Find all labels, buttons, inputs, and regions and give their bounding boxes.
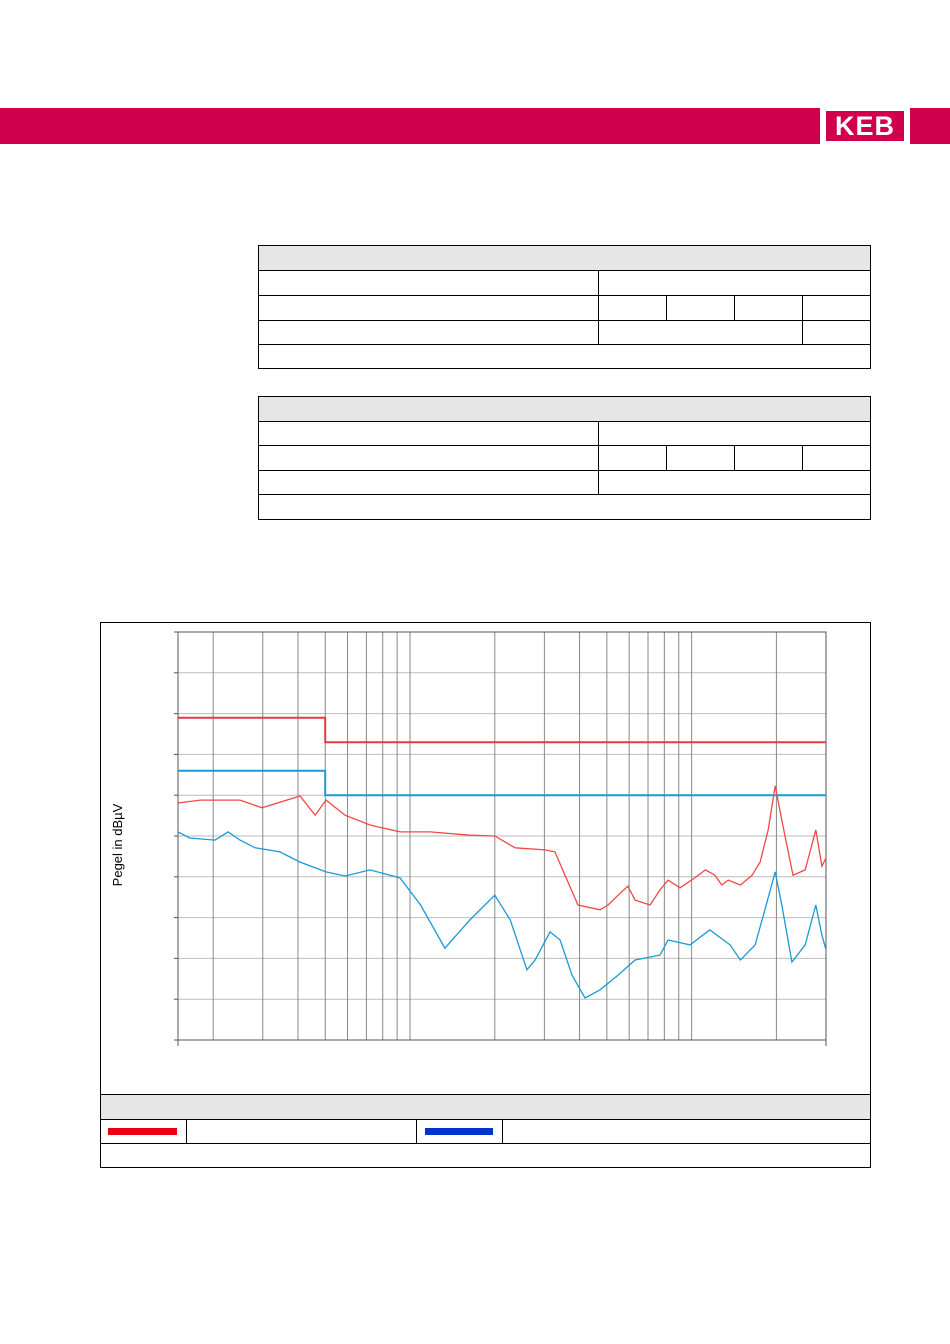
table-cell: [258, 320, 599, 345]
logo: KEB: [820, 108, 910, 144]
table-cell: [802, 445, 871, 471]
table-cell: [598, 245, 871, 271]
table-cell: [258, 494, 871, 520]
legend-swatch: [108, 1128, 177, 1135]
header-bar: [0, 108, 950, 144]
table-cell: [258, 396, 871, 520]
series-line: [177, 831, 827, 999]
table-cell: [734, 445, 803, 471]
series-line: [177, 785, 827, 911]
table-cell: [802, 320, 871, 345]
table-cell: [598, 470, 871, 495]
table-cell: [258, 245, 599, 271]
table-cell: [598, 445, 667, 471]
table-cell: [666, 445, 735, 471]
legend-header: [100, 1094, 871, 1120]
table-cell: [258, 421, 599, 446]
table-cell: [258, 270, 599, 296]
series-line: [178, 716, 826, 744]
series-line: [178, 769, 826, 797]
chart-frame: [100, 622, 871, 1168]
table-cell: [258, 344, 871, 369]
logo-text: KEB: [826, 111, 904, 141]
table-cell: [734, 396, 871, 422]
table-cell: [598, 295, 667, 321]
table-cell: [258, 470, 599, 495]
plot-area: [177, 631, 827, 1041]
table-cell: [598, 320, 803, 345]
table-cell: [258, 396, 599, 422]
table-cell: [734, 295, 803, 321]
table-cell: [258, 445, 599, 471]
legend-swatch: [425, 1128, 493, 1135]
y-axis-label: Pegel in dBµV: [110, 803, 125, 886]
table-cell: [258, 245, 871, 369]
table-cell: [802, 295, 871, 321]
table-cell: [258, 295, 599, 321]
table-cell: [666, 295, 735, 321]
legend-row: [100, 1119, 871, 1144]
